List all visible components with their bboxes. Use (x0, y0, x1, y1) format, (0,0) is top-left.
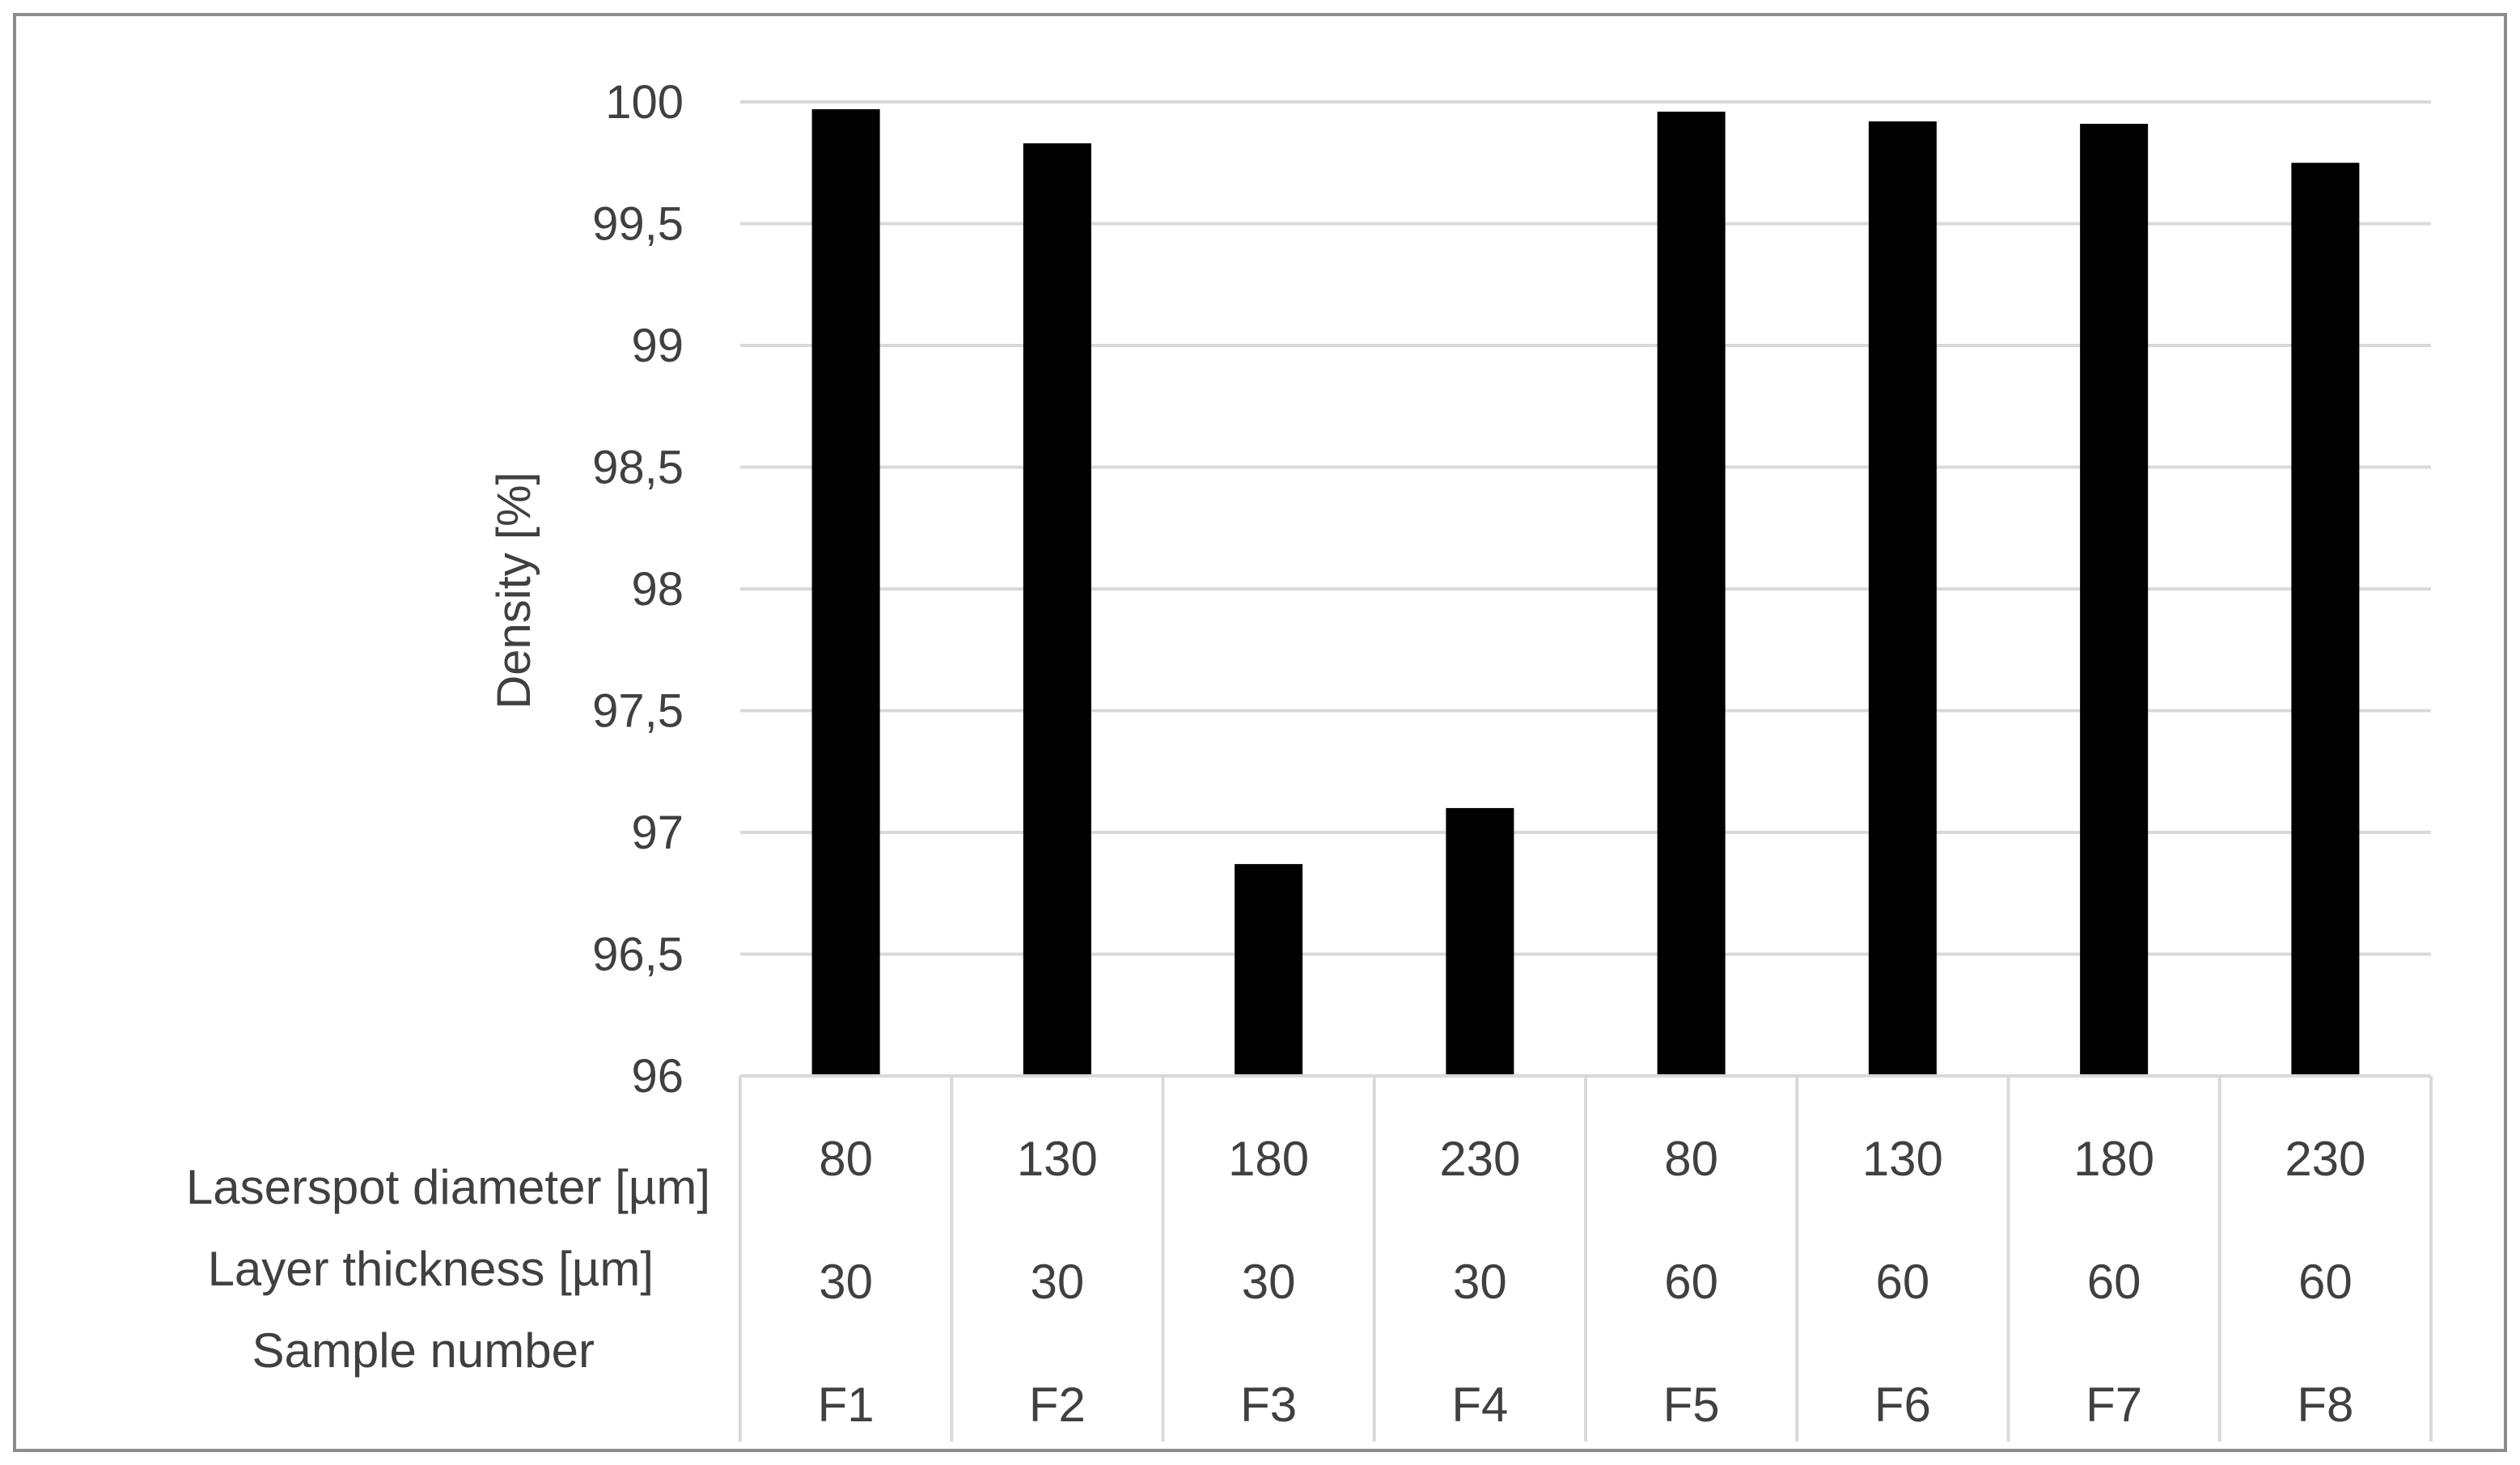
table-cell: F4 (1451, 1378, 1508, 1432)
bar-f4 (1446, 807, 1514, 1076)
table-cell: F3 (1240, 1378, 1297, 1432)
table-cell: 60 (1876, 1255, 1930, 1309)
table-cell: 80 (1664, 1132, 1718, 1186)
y-tick-label: 96 (631, 1050, 684, 1103)
y-tick-label: 98 (631, 563, 684, 616)
table-cell: 60 (2298, 1255, 2353, 1309)
table-cell: 230 (1439, 1132, 1520, 1186)
table-cell: 60 (1664, 1255, 1718, 1309)
y-tick-label: 100 (605, 76, 684, 129)
table-cell: 80 (819, 1132, 873, 1186)
y-tick-label: 97 (631, 807, 684, 859)
bar-f2 (1023, 143, 1091, 1076)
table-cell: F5 (1663, 1378, 1720, 1432)
data-table: 80 130 180 230 80 130 180 230 30 30 30 30 60 60 60 60 F1… (739, 1074, 2433, 1442)
y-tick-label: 98,5 (592, 442, 684, 494)
table-cell: 130 (1017, 1132, 1098, 1186)
table-row-labels: Laserspot diameter [µm] Layer thickness [… (186, 1160, 710, 1378)
table-cell: F8 (2297, 1378, 2353, 1432)
bar-f5 (1657, 112, 1726, 1076)
y-tick-label: 99,5 (592, 198, 684, 251)
table-cell: 180 (2073, 1132, 2154, 1186)
y-tick-label: 97,5 (592, 685, 684, 738)
table-cell: F6 (1874, 1378, 1931, 1432)
y-tick-label: 96,5 (592, 929, 684, 981)
table-cell: 60 (2087, 1255, 2141, 1309)
table-row-label: Layer thickness [µm] (208, 1242, 654, 1296)
table-cell: 130 (1862, 1132, 1943, 1186)
gridlines (740, 100, 2431, 956)
table-cell: F7 (2086, 1378, 2142, 1432)
table-cell: 180 (1228, 1132, 1309, 1186)
y-tick-label: 99 (631, 320, 684, 372)
bar-f6 (1868, 121, 1937, 1077)
table-cell: 30 (1242, 1255, 1296, 1309)
table-cell: 30 (1453, 1255, 1507, 1309)
bar-f3 (1235, 864, 1303, 1076)
table-cell: F2 (1029, 1378, 1086, 1432)
table-cell: 30 (1031, 1255, 1085, 1309)
table-row-label: Sample number (252, 1323, 595, 1378)
bar-f1 (811, 109, 880, 1076)
y-axis-title: Density [%] (488, 472, 540, 709)
y-tick-labels: 96 96,5 97 97,5 98 98,5 99 99,5 100 (592, 76, 684, 1103)
table-cell: F1 (818, 1378, 875, 1432)
bar-f7 (2080, 124, 2149, 1077)
table-row-label: Laserspot diameter [µm] (186, 1160, 710, 1214)
bars (811, 109, 2360, 1077)
table-cell: 30 (819, 1255, 873, 1309)
bar-f8 (2291, 163, 2360, 1076)
table-cell: 230 (2285, 1132, 2365, 1186)
